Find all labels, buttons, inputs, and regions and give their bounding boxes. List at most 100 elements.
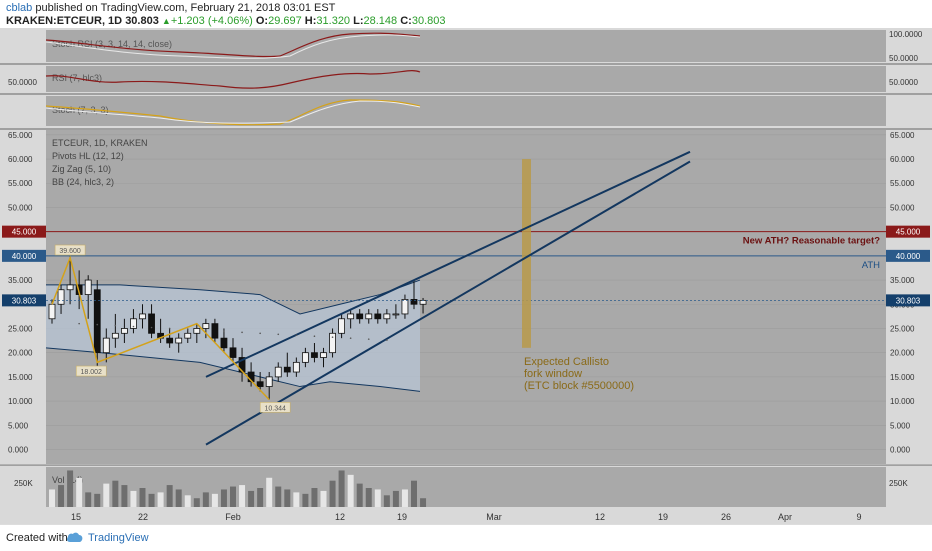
stoch-d-line <box>45 100 421 124</box>
bb-mid-dot <box>114 324 117 327</box>
candle-body <box>374 313 382 320</box>
pivot-low1-label-box <box>75 365 107 377</box>
volume-bar <box>383 495 390 507</box>
volume-bar <box>148 493 155 507</box>
last-badge-right-text: 30.803 <box>896 296 921 305</box>
time-axis <box>0 509 932 524</box>
volume-bar <box>329 480 336 507</box>
candle-body <box>401 299 409 315</box>
chart-header: cblab published on TradingView.com, Febr… <box>0 0 932 28</box>
upper-trend-line <box>205 150 691 378</box>
target-badge-left-text: 45.000 <box>12 228 37 237</box>
bb-mid-dot <box>132 325 135 328</box>
candle-body <box>148 313 155 334</box>
volume-bar <box>85 492 92 507</box>
y-tick-right: 10.000 <box>890 397 915 406</box>
candle-body <box>292 361 300 373</box>
y-tick-left: 25.000 <box>8 324 33 333</box>
callisto-annotation-line: Expected Callisto <box>524 356 609 368</box>
legend-pivots: Pivots HL (12, 12) <box>52 151 124 161</box>
x-tick-label: 19 <box>397 512 407 522</box>
candle-body <box>220 337 228 349</box>
footer: Created with TradingView <box>0 524 932 551</box>
volume-bar <box>266 477 273 507</box>
candle-body <box>392 313 400 316</box>
volume-bar <box>420 498 427 507</box>
y-tick-right: 15.000 <box>890 373 915 382</box>
stoch-rsi-axis-top: 100.0000 <box>889 30 923 39</box>
pivot-low2-label: 10.344 <box>264 405 286 412</box>
author-link[interactable]: cblab <box>6 2 33 14</box>
candle-body <box>274 366 282 378</box>
volume-bar <box>49 489 55 507</box>
candle-body <box>229 347 237 358</box>
bb-mid-dot <box>386 339 388 341</box>
target-badge-right-text: 45.000 <box>896 228 921 237</box>
volume-bar <box>347 474 354 507</box>
volume-bar <box>230 486 236 507</box>
volume-bar <box>58 485 65 507</box>
price-chart[interactable]: Stoch RSI (3, 3, 14, 14, close) 100.0000… <box>0 28 932 524</box>
y-tick-left: 50.000 <box>8 203 33 212</box>
pivot-low2-label-box <box>259 402 291 413</box>
last-badge-right <box>886 294 930 307</box>
created-with: Created with <box>6 532 68 544</box>
bb-mid-dot <box>205 329 207 332</box>
rsi-axis-left: 50.0000 <box>8 78 37 87</box>
stoch-rsi-k-line <box>45 32 421 58</box>
callisto-window <box>522 159 531 348</box>
volume-bar <box>175 489 182 507</box>
candle-body <box>419 299 427 305</box>
candle-body <box>338 318 346 334</box>
candle-body <box>166 337 174 344</box>
stoch-k-line <box>45 99 421 126</box>
stoch-rsi-axis-mid: 50.0000 <box>889 54 918 63</box>
volume-axis-right: 250K <box>889 479 908 488</box>
candle-body <box>130 318 137 329</box>
stoch-pane <box>46 96 886 126</box>
volume-bar <box>239 485 246 507</box>
volume-bar <box>401 489 408 507</box>
y-tick-left: 10.000 <box>8 397 33 406</box>
ath-badge-right <box>886 249 930 262</box>
pivot-high-label: 39.600 <box>59 248 81 255</box>
x-tick-label: Mar <box>486 512 502 522</box>
volume-bar <box>76 477 83 507</box>
y-tick-left: 65.000 <box>8 131 33 140</box>
chart-title: ETCEUR, 1D, KRAKEN <box>52 138 148 148</box>
bb-mid-dot <box>331 336 334 338</box>
candle-body <box>139 313 146 320</box>
candle-body <box>301 352 309 363</box>
volume-bar <box>139 488 146 507</box>
volume-bar <box>157 492 164 507</box>
x-tick-label: 12 <box>335 512 345 522</box>
bb-mid-dot <box>223 330 225 333</box>
legend-bb: BB (24, hlc3, 2) <box>52 177 114 187</box>
candle-body <box>202 323 210 329</box>
volume-bar <box>193 498 200 507</box>
open-label: O: <box>255 15 269 27</box>
target-annotation: New ATH? Reasonable target? <box>743 236 880 247</box>
y-tick-left: 20.000 <box>8 349 33 358</box>
candle-body <box>184 332 192 339</box>
bb-mid-dot <box>168 327 171 330</box>
y-tick-right: 25.000 <box>890 324 915 333</box>
volume-bar <box>112 480 119 507</box>
y-tick-right: 35.000 <box>890 276 915 285</box>
volume-bar <box>284 489 291 507</box>
tradingview-link[interactable]: TradingView <box>88 532 149 544</box>
candle-body <box>265 376 273 387</box>
candle-body <box>121 328 128 334</box>
ath-badge-left <box>2 249 46 262</box>
lower-trend-line <box>205 160 691 446</box>
target-badge-right <box>886 225 930 238</box>
volume-bar <box>338 470 345 507</box>
candle-body <box>256 381 264 387</box>
y-tick-left: 5.000 <box>8 421 29 430</box>
price-change: +1.203 (+4.06%) <box>170 15 253 27</box>
volume-bar <box>103 483 110 507</box>
rsi-axis-right: 50.0000 <box>889 78 918 87</box>
volume-bar <box>275 486 282 507</box>
low-label: L: <box>353 15 364 27</box>
volume-bar <box>311 488 318 507</box>
